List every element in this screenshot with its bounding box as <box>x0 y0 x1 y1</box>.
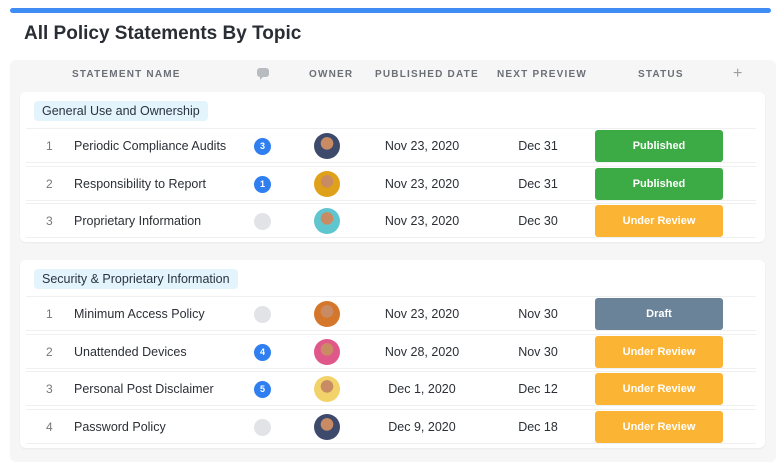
row-number: 3 <box>46 214 53 228</box>
comment-count-icon[interactable] <box>254 306 271 323</box>
next-preview-date: Dec 12 <box>518 382 558 396</box>
owner-avatar[interactable] <box>314 376 340 402</box>
published-date: Nov 28, 2020 <box>384 344 460 359</box>
published-date: Nov 23, 2020 <box>384 176 460 191</box>
col-owner[interactable]: OWNER <box>309 69 354 80</box>
published-date: Dec 9, 2020 <box>388 419 456 434</box>
row-number: 2 <box>46 176 53 191</box>
table-row[interactable]: 3 Proprietary Information Nov 23, 2020 D… <box>26 203 756 238</box>
owner-avatar[interactable] <box>314 338 340 365</box>
comment-count-icon[interactable]: 3 <box>254 138 271 155</box>
row-number: 1 <box>46 307 53 321</box>
next-preview-date: Dec 31 <box>518 176 558 191</box>
statement-name[interactable]: Minimum Access Policy <box>74 307 205 321</box>
top-accent-bar <box>10 8 771 13</box>
group-security: Security & Proprietary Information 1 Min… <box>20 260 765 448</box>
page-title: All Policy Statements By Topic <box>24 23 302 44</box>
published-date: Nov 23, 2020 <box>384 214 460 228</box>
row-number: 2 <box>46 344 53 359</box>
status-badge[interactable]: Under Review <box>595 410 723 443</box>
add-column-button[interactable]: + <box>733 65 743 82</box>
published-date: Nov 23, 2020 <box>384 307 460 321</box>
status-badge[interactable]: Published <box>595 167 723 200</box>
table-row[interactable]: 3 Personal Post Disclaimer 5 Dec 1, 2020… <box>26 371 756 406</box>
status-badge[interactable]: Published <box>595 130 723 162</box>
col-next-preview[interactable]: NEXT PREVIEW <box>497 69 587 80</box>
comment-count-icon[interactable]: 5 <box>254 381 271 398</box>
table-row[interactable]: 2 Responsibility to Report 1 Nov 23, 202… <box>26 165 756 201</box>
row-number: 1 <box>46 139 53 153</box>
statement-name[interactable]: Unattended Devices <box>74 344 187 359</box>
status-badge[interactable]: Draft <box>595 298 723 330</box>
row-number: 4 <box>46 419 53 434</box>
statement-name[interactable]: Proprietary Information <box>74 214 202 228</box>
col-published-date[interactable]: PUBLISHED DATE <box>375 69 479 80</box>
statement-name[interactable]: Responsibility to Report <box>74 176 207 191</box>
statement-name[interactable]: Periodic Compliance Audits <box>74 139 227 153</box>
table-row[interactable]: 2 Unattended Devices 4 Nov 28, 2020 Nov … <box>26 333 756 369</box>
table-row[interactable]: 4 Password Policy Dec 9, 2020 Dec 18 Und… <box>26 408 756 444</box>
owner-avatar[interactable] <box>314 413 340 440</box>
next-preview-date: Dec 30 <box>518 214 558 228</box>
statement-name[interactable]: Password Policy <box>74 419 166 434</box>
comment-count-icon[interactable] <box>254 418 271 436</box>
comment-column-icon[interactable] <box>257 68 269 80</box>
owner-avatar[interactable] <box>314 133 340 159</box>
status-badge[interactable]: Under Review <box>595 205 723 237</box>
owner-avatar[interactable] <box>314 208 340 234</box>
col-statement-name[interactable]: STATEMENT NAME <box>72 69 181 80</box>
published-date: Dec 1, 2020 <box>388 382 456 396</box>
owner-avatar[interactable] <box>314 170 340 197</box>
status-badge[interactable]: Under Review <box>595 335 723 368</box>
table-row[interactable]: 1 Minimum Access Policy Nov 23, 2020 Nov… <box>26 296 756 331</box>
owner-avatar[interactable] <box>314 301 340 327</box>
group-label: Security & Proprietary Information <box>34 269 238 289</box>
status-badge[interactable]: Under Review <box>595 373 723 405</box>
comment-count-icon[interactable] <box>254 213 271 230</box>
published-date: Nov 23, 2020 <box>384 139 460 153</box>
group-label: General Use and Ownership <box>34 101 208 121</box>
table-row[interactable]: 1 Periodic Compliance Audits 3 Nov 23, 2… <box>26 128 756 163</box>
col-status[interactable]: STATUS <box>638 69 684 80</box>
next-preview-date: Nov 30 <box>518 344 558 359</box>
next-preview-date: Nov 30 <box>518 307 558 321</box>
group-general-use: General Use and Ownership 1 Periodic Com… <box>20 92 765 242</box>
comment-count-icon[interactable]: 1 <box>254 175 271 193</box>
statement-name[interactable]: Personal Post Disclaimer <box>74 382 214 396</box>
comment-count-icon[interactable]: 4 <box>254 343 271 361</box>
next-preview-date: Dec 31 <box>518 139 558 153</box>
next-preview-date: Dec 18 <box>518 419 558 434</box>
row-number: 3 <box>46 382 53 396</box>
